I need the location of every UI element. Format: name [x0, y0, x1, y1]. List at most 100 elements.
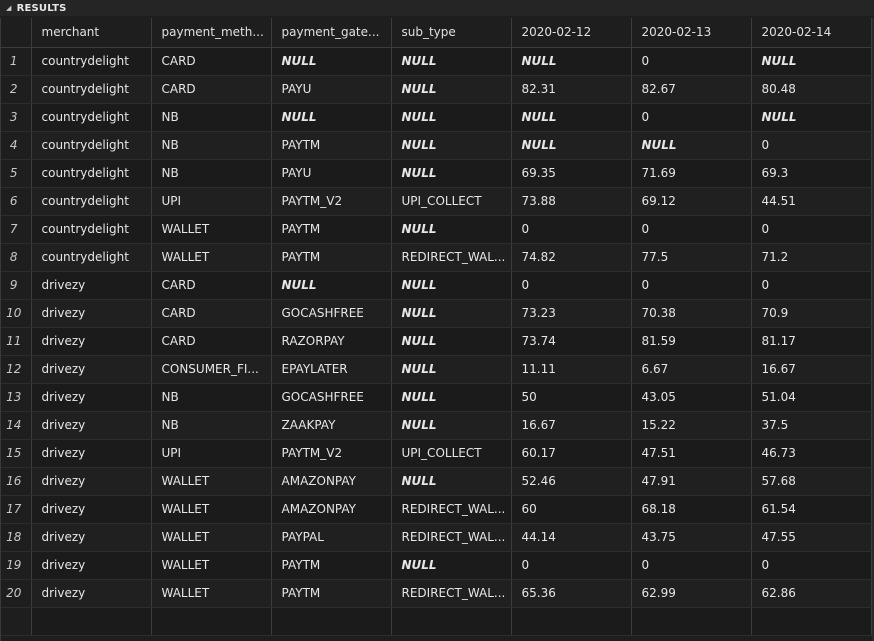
cell-value-2020-02-12[interactable]: 69.35	[511, 159, 632, 188]
table-row[interactable]: 13 drivezy NB GOCASHFREE NULL 50 43.05 51.04	[1, 383, 872, 412]
cell-value-2020-02-13[interactable]	[631, 607, 752, 636]
cell-payment-gateway[interactable]: RAZORPAY	[271, 327, 392, 356]
cell-sub-type[interactable]: REDIRECT_WAL...	[391, 579, 512, 608]
table-row[interactable]: 1 countrydelight CARD NULL NULL NULL 0 NULL	[1, 47, 872, 76]
cell-sub-type[interactable]: NULL	[391, 75, 512, 104]
cell-sub-type[interactable]: NULL	[391, 159, 512, 188]
column-header-sub-type[interactable]: sub_type	[391, 18, 512, 48]
cell-merchant[interactable]: drivezy	[31, 383, 152, 412]
cell-payment-method[interactable]: CARD	[151, 47, 272, 76]
cell-merchant[interactable]: drivezy	[31, 551, 152, 580]
cell-value-2020-02-14[interactable]: 47.55	[751, 523, 872, 552]
cell-value-2020-02-13[interactable]: 62.99	[631, 579, 752, 608]
cell-payment-gateway[interactable]: GOCASHFREE	[271, 383, 392, 412]
cell-sub-type[interactable]: NULL	[391, 103, 512, 132]
cell-value-2020-02-14[interactable]: 62.86	[751, 579, 872, 608]
cell-merchant[interactable]: drivezy	[31, 411, 152, 440]
cell-payment-gateway[interactable]: PAYTM	[271, 215, 392, 244]
cell-sub-type[interactable]: NULL	[391, 131, 512, 160]
cell-value-2020-02-14[interactable]: 61.54	[751, 495, 872, 524]
cell-value-2020-02-14[interactable]: 69.3	[751, 159, 872, 188]
cell-sub-type[interactable]: NULL	[391, 355, 512, 384]
cell-value-2020-02-12[interactable]: 52.46	[511, 467, 632, 496]
cell-payment-gateway[interactable]: GOCASHFREE	[271, 299, 392, 328]
table-row[interactable]: 16 drivezy WALLET AMAZONPAY NULL 52.46 47.91 57…	[1, 467, 872, 496]
cell-payment-method[interactable]: WALLET	[151, 243, 272, 272]
cell-payment-gateway[interactable]: PAYU	[271, 159, 392, 188]
cell-sub-type[interactable]: NULL	[391, 327, 512, 356]
table-row[interactable]: 18 drivezy WALLET PAYPAL REDIRECT_WAL... 44.1…	[1, 523, 872, 552]
cell-value-2020-02-12[interactable]: 73.88	[511, 187, 632, 216]
cell-sub-type[interactable]: NULL	[391, 383, 512, 412]
column-header-2020-02-13[interactable]: 2020-02-13	[631, 18, 752, 48]
column-header-2020-02-14[interactable]: 2020-02-14	[751, 18, 872, 48]
cell-payment-gateway[interactable]: AMAZONPAY	[271, 495, 392, 524]
table-row[interactable]: 2 countrydelight CARD PAYU NULL 82.31 82.67 80.…	[1, 75, 872, 104]
cell-value-2020-02-13[interactable]: NULL	[631, 131, 752, 160]
results-panel-header[interactable]: ◢ RESULTS	[0, 0, 874, 16]
cell-sub-type[interactable]: NULL	[391, 271, 512, 300]
table-row[interactable]: 14 drivezy NB ZAAKPAY NULL 16.67 15.22 37.5	[1, 411, 872, 440]
column-header-2020-02-12[interactable]: 2020-02-12	[511, 18, 632, 48]
cell-payment-gateway[interactable]: PAYTM	[271, 551, 392, 580]
cell-value-2020-02-13[interactable]: 81.59	[631, 327, 752, 356]
cell-merchant[interactable]: countrydelight	[31, 159, 152, 188]
cell-payment-gateway[interactable]: PAYTM	[271, 243, 392, 272]
cell-merchant[interactable]: drivezy	[31, 523, 152, 552]
cell-payment-method[interactable]: CARD	[151, 271, 272, 300]
cell-merchant[interactable]: drivezy	[31, 299, 152, 328]
cell-value-2020-02-14[interactable]: 0	[751, 215, 872, 244]
cell-value-2020-02-12[interactable]: 74.82	[511, 243, 632, 272]
cell-value-2020-02-13[interactable]: 0	[631, 103, 752, 132]
cell-value-2020-02-12[interactable]: 16.67	[511, 411, 632, 440]
cell-value-2020-02-13[interactable]: 0	[631, 47, 752, 76]
cell-payment-method[interactable]: WALLET	[151, 467, 272, 496]
cell-payment-gateway[interactable]: PAYPAL	[271, 523, 392, 552]
cell-payment-gateway[interactable]: AMAZONPAY	[271, 467, 392, 496]
cell-value-2020-02-14[interactable]: NULL	[751, 47, 872, 76]
table-row[interactable]: 8 countrydelight WALLET PAYTM REDIRECT_WAL..…	[1, 243, 872, 272]
cell-merchant[interactable]: drivezy	[31, 495, 152, 524]
collapse-triangle-icon[interactable]: ◢	[6, 4, 12, 12]
cell-value-2020-02-12[interactable]: 0	[511, 215, 632, 244]
table-row[interactable]: 5 countrydelight NB PAYU NULL 69.35 71.69 69.3	[1, 159, 872, 188]
cell-payment-gateway[interactable]: ZAAKPAY	[271, 411, 392, 440]
cell-value-2020-02-14[interactable]: 57.68	[751, 467, 872, 496]
cell-value-2020-02-13[interactable]: 43.05	[631, 383, 752, 412]
cell-value-2020-02-13[interactable]: 77.5	[631, 243, 752, 272]
cell-payment-gateway[interactable]	[271, 607, 392, 636]
cell-value-2020-02-14[interactable]: 16.67	[751, 355, 872, 384]
cell-payment-method[interactable]: WALLET	[151, 495, 272, 524]
cell-payment-method[interactable]: CONSUMER_FI...	[151, 355, 272, 384]
cell-value-2020-02-13[interactable]: 71.69	[631, 159, 752, 188]
cell-value-2020-02-12[interactable]: 73.74	[511, 327, 632, 356]
table-row[interactable]: 20 drivezy WALLET PAYTM REDIRECT_WAL... 65.36…	[1, 579, 872, 608]
cell-payment-method[interactable]: CARD	[151, 327, 272, 356]
cell-payment-method[interactable]: CARD	[151, 299, 272, 328]
table-row[interactable]: 10 drivezy CARD GOCASHFREE NULL 73.23 70.38 70.…	[1, 299, 872, 328]
cell-sub-type[interactable]: NULL	[391, 551, 512, 580]
cell-value-2020-02-14[interactable]: 37.5	[751, 411, 872, 440]
cell-sub-type[interactable]: NULL	[391, 299, 512, 328]
cell-value-2020-02-13[interactable]: 47.91	[631, 467, 752, 496]
cell-value-2020-02-12[interactable]	[511, 607, 632, 636]
cell-sub-type[interactable]: REDIRECT_WAL...	[391, 243, 512, 272]
table-row[interactable]: 11 drivezy CARD RAZORPAY NULL 73.74 81.59 81.17	[1, 327, 872, 356]
cell-value-2020-02-12[interactable]: 82.31	[511, 75, 632, 104]
cell-value-2020-02-12[interactable]: 60	[511, 495, 632, 524]
cell-merchant[interactable]: countrydelight	[31, 47, 152, 76]
cell-merchant[interactable]: drivezy	[31, 355, 152, 384]
table-row[interactable]: 9 drivezy CARD NULL NULL 0 0 0	[1, 271, 872, 300]
cell-value-2020-02-14[interactable]: 0	[751, 551, 872, 580]
cell-value-2020-02-14[interactable]	[751, 607, 872, 636]
cell-value-2020-02-13[interactable]: 69.12	[631, 187, 752, 216]
column-header-merchant[interactable]: merchant	[31, 18, 152, 48]
vertical-scrollbar[interactable]	[872, 18, 874, 641]
cell-value-2020-02-14[interactable]: 44.51	[751, 187, 872, 216]
cell-merchant[interactable]: countrydelight	[31, 215, 152, 244]
cell-payment-gateway[interactable]: EPAYLATER	[271, 355, 392, 384]
cell-payment-method[interactable]	[151, 607, 272, 636]
cell-value-2020-02-12[interactable]: 60.17	[511, 439, 632, 468]
cell-merchant[interactable]: countrydelight	[31, 103, 152, 132]
table-row[interactable]: 6 countrydelight UPI PAYTM_V2 UPI_COLLECT 73.…	[1, 187, 872, 216]
